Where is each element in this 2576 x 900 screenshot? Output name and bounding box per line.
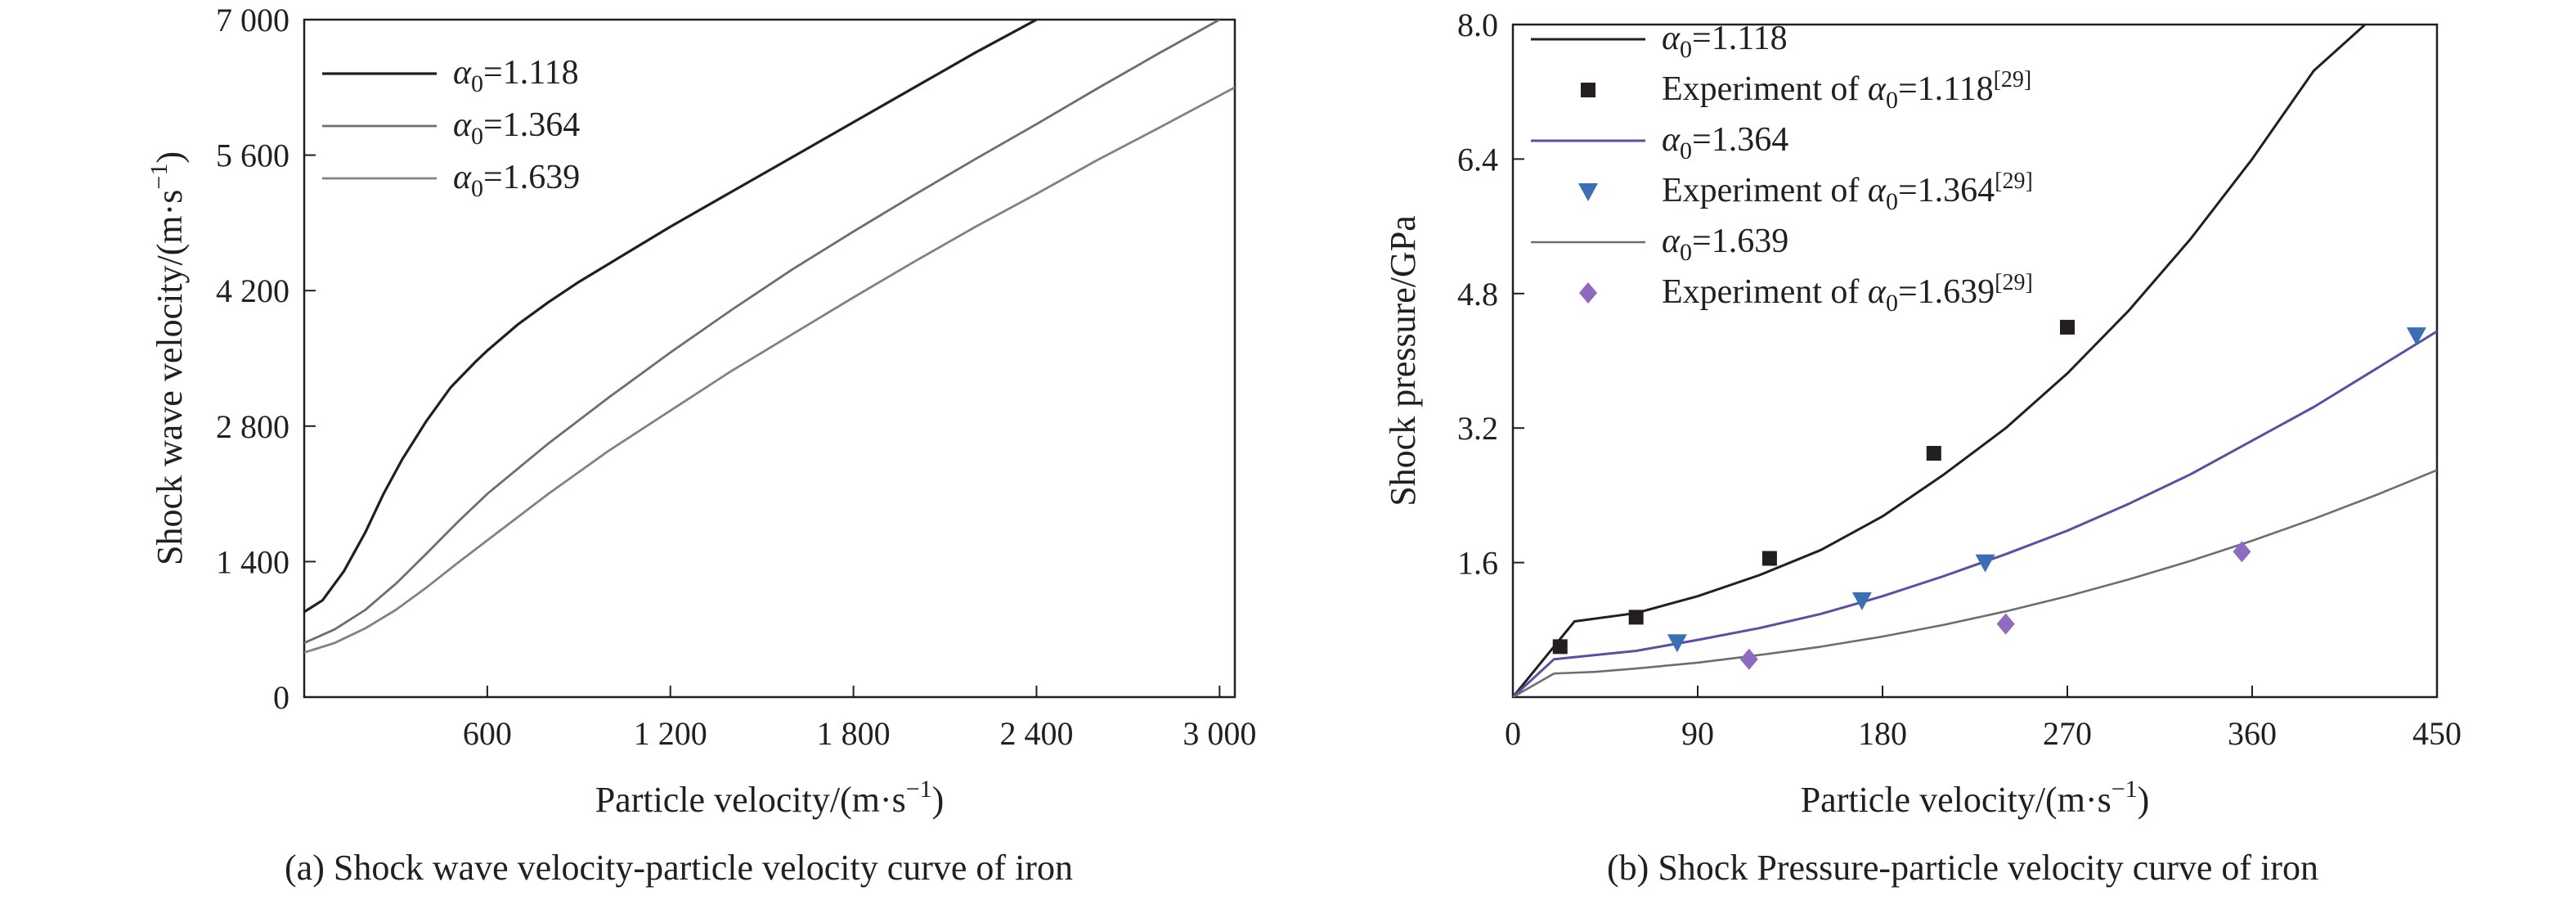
data-point-triangle [1975,554,1995,573]
x-tick-label: 180 [1858,715,1907,752]
legend-label: α0=1.118 [453,54,579,97]
y-tick-label: 6.4 [1457,141,1498,178]
data-point-square [1761,551,1777,566]
data-point-square [1552,639,1568,655]
series-line [1513,25,2367,697]
y-axis-label: Shock wave velocity/(m·s−1) [146,151,190,565]
legend-marker-diamond [1579,282,1597,304]
y-tick-label: 4.8 [1457,276,1498,313]
legend-marker-square [1581,83,1595,97]
data-point-triangle [2406,327,2426,346]
data-point-square [1926,446,1941,461]
x-tick-label: 360 [2228,715,2277,752]
series-line [304,20,1220,645]
legend-label: α0=1.364 [453,106,580,150]
data-point-square [1628,610,1644,625]
chart-b: 0 90 180 270 360 450 1.6 3.2 4.8 6.4 8.0 Particle v… [1383,7,2462,888]
y-tick-label: 0 [273,679,289,716]
series-line [304,20,1038,614]
y-tick-label: 5 600 [216,137,289,174]
y-tick-label: 7 000 [216,2,289,38]
chart-a: 600 1 200 1 800 2 400 3 000 0 1 400 2 800 4 200 5… [146,2,1256,888]
x-tick-label: 270 [2043,715,2092,752]
legend-label: Experiment of α0=1.364[29] [1662,169,2033,215]
legend-label: Experiment of α0=1.118[29] [1662,67,2031,114]
series-line [304,86,1235,654]
x-tick-label: 1 200 [634,715,707,752]
x-tick-label: 2 400 [999,715,1073,752]
legend-label: Experiment of α0=1.639[29] [1662,270,2033,317]
figure-caption: (b) Shock Pressure-particle velocity cur… [1607,848,2318,888]
y-tick-label: 2 800 [216,408,289,445]
y-axis-label: Shock pressure/GPa [1383,215,1423,506]
data-point-square [2060,319,2075,335]
x-axis-label: Particle velocity/(m·s−1) [595,776,945,820]
x-tick-label: 600 [463,715,512,752]
data-point-triangle [1851,592,1872,610]
x-tick-label: 450 [2412,715,2462,752]
plot-frame [303,18,1236,699]
data-point-diamond [1996,613,2015,635]
series-line [1513,330,2437,697]
plot-frame [1511,23,2439,699]
y-tick-label: 1.6 [1457,545,1498,582]
x-tick-label: 0 [1505,715,1521,752]
x-tick-label: 3 000 [1183,715,1256,752]
x-tick-label: 1 800 [817,715,891,752]
data-point-triangle [1667,634,1687,653]
legend-label: α0=1.639 [453,159,580,202]
data-point-diamond [2233,541,2251,563]
series-line [1513,469,2437,697]
legend-label: α0=1.639 [1662,223,1788,266]
y-tick-label: 1 400 [216,543,289,580]
data-point-diamond [1739,648,1758,670]
y-tick-label: 4 200 [216,272,289,309]
x-tick-label: 90 [1681,715,1714,752]
legend-label: α0=1.364 [1662,121,1788,164]
figure-caption: (a) Shock wave velocity-particle velocit… [285,848,1073,888]
legend-label: α0=1.118 [1662,20,1788,63]
y-tick-label: 3.2 [1457,410,1498,447]
x-axis-label: Particle velocity/(m·s−1) [1801,776,2150,820]
y-tick-label: 8.0 [1457,7,1498,43]
legend-marker-triangle [1578,183,1598,201]
